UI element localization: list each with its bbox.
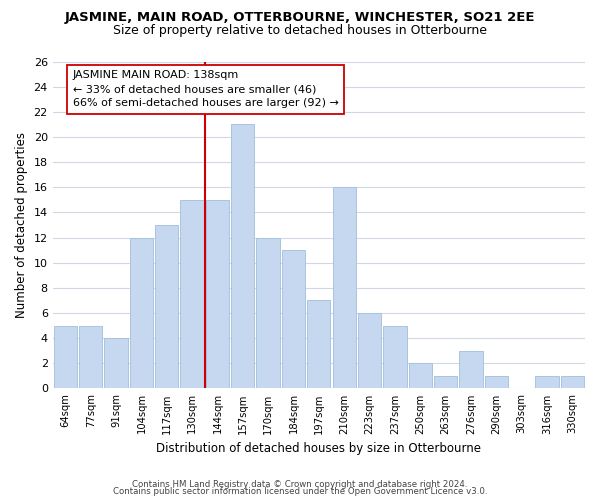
Bar: [535, 376, 559, 388]
Bar: [409, 364, 432, 388]
Bar: [459, 350, 482, 389]
Bar: [383, 326, 407, 388]
Bar: [282, 250, 305, 388]
Bar: [53, 326, 77, 388]
Bar: [434, 376, 457, 388]
Bar: [181, 200, 204, 388]
Bar: [485, 376, 508, 388]
Bar: [231, 124, 254, 388]
Text: Contains HM Land Registry data © Crown copyright and database right 2024.: Contains HM Land Registry data © Crown c…: [132, 480, 468, 489]
Text: Size of property relative to detached houses in Otterbourne: Size of property relative to detached ho…: [113, 24, 487, 37]
Bar: [560, 376, 584, 388]
Text: Contains public sector information licensed under the Open Government Licence v3: Contains public sector information licen…: [113, 487, 487, 496]
Text: JASMINE, MAIN ROAD, OTTERBOURNE, WINCHESTER, SO21 2EE: JASMINE, MAIN ROAD, OTTERBOURNE, WINCHES…: [65, 11, 535, 24]
Bar: [358, 313, 381, 388]
Bar: [79, 326, 103, 388]
Bar: [256, 238, 280, 388]
Bar: [130, 238, 153, 388]
Text: JASMINE MAIN ROAD: 138sqm
← 33% of detached houses are smaller (46)
66% of semi-: JASMINE MAIN ROAD: 138sqm ← 33% of detac…: [73, 70, 339, 108]
Bar: [104, 338, 128, 388]
Bar: [206, 200, 229, 388]
X-axis label: Distribution of detached houses by size in Otterbourne: Distribution of detached houses by size …: [157, 442, 481, 455]
Bar: [332, 187, 356, 388]
Y-axis label: Number of detached properties: Number of detached properties: [15, 132, 28, 318]
Bar: [155, 225, 178, 388]
Bar: [307, 300, 331, 388]
